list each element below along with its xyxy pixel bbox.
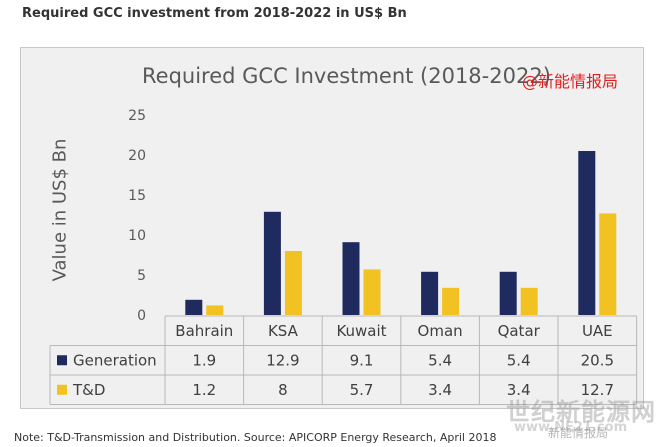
bar-td-kuwait [363,269,381,315]
legend-label: T&D [72,381,105,399]
watermark-bottom: 世纪新能源网 [506,398,656,426]
bar-generation-uae [578,151,596,315]
bar-td-ksa [284,251,302,315]
legend-label: Generation [73,351,157,369]
y-tick-label: 5 [137,268,146,284]
data-label: 12.7 [581,381,614,399]
watermark-sub: 新能情报局 [548,426,609,440]
bar-generation-qatar [499,271,517,315]
bar-generation-kuwait [342,242,360,315]
bar-td-oman [442,287,460,315]
bar-generation-bahrain [185,299,203,315]
watermark-site: www.NE21.com [514,420,628,435]
data-label: 5.7 [350,381,374,399]
category-label: Qatar [498,322,541,340]
category-label: Bahrain [175,322,233,340]
data-label: 1.2 [192,381,216,399]
data-label: 3.4 [428,381,452,399]
source-note: Note: T&D-Transmission and Distribution.… [14,431,497,444]
legend-swatch [57,355,67,366]
category-label: KSA [268,322,299,340]
legend-swatch [57,384,67,395]
category-label: Kuwait [336,322,386,340]
data-label: 12.9 [266,351,299,369]
bar-generation-ksa [263,211,281,315]
page-heading: Required GCC investment from 2018-2022 i… [22,6,407,21]
data-label: 1.9 [192,351,216,369]
y-tick-label: 10 [128,228,146,244]
data-label: 3.4 [507,381,531,399]
data-label: 9.1 [350,351,374,369]
data-label: 8 [278,381,288,399]
data-label: 20.5 [581,351,614,369]
y-tick-label: 0 [137,308,146,324]
data-label: 5.4 [428,351,452,369]
chart-frame [20,47,644,409]
bar-td-bahrain [206,305,224,315]
data-label: 5.4 [507,351,531,369]
category-label: Oman [418,322,463,340]
bar-td-qatar [520,287,538,315]
y-tick-label: 20 [128,148,146,164]
y-tick-label: 25 [128,108,146,124]
chart-title: Required GCC Investment (2018-2022) [142,64,551,88]
category-label: UAE [582,322,613,340]
bar-generation-oman [421,271,439,315]
bar-td-uae [599,213,617,315]
y-tick-label: 15 [128,188,146,204]
watermark-top: @新能情报局 [522,72,619,91]
